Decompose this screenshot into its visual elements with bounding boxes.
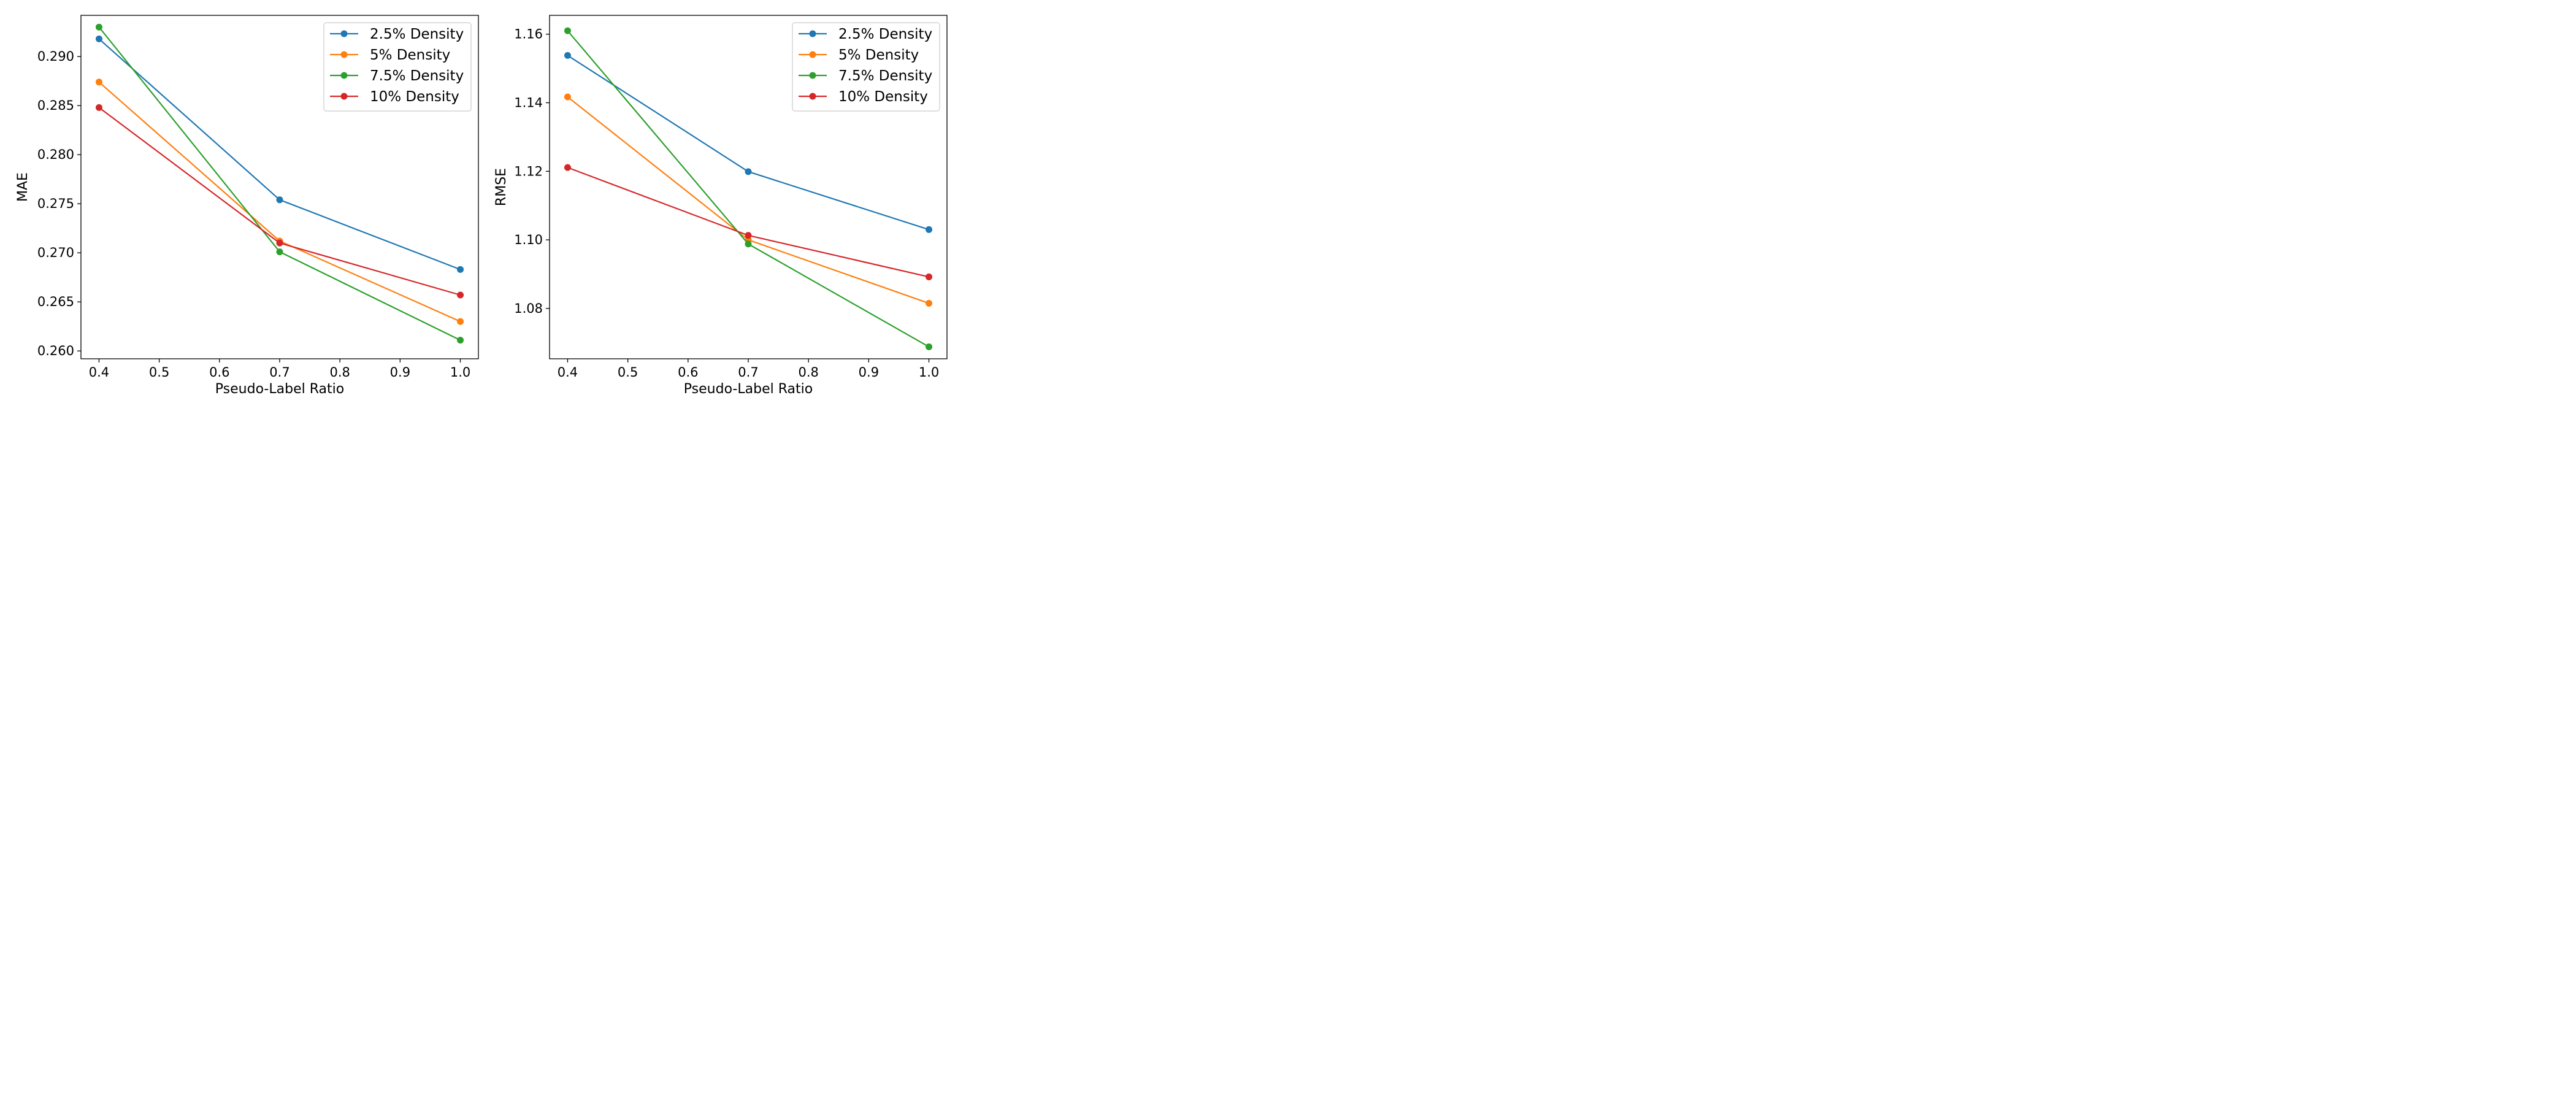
- mae-x-tick-label: 0.7: [269, 365, 289, 380]
- mae-series-5pct-density-point: [457, 318, 464, 325]
- rmse-series-2-5pct-density-point: [745, 168, 752, 175]
- rmse-series-7-5pct-density-point: [926, 343, 933, 350]
- rmse-legend-10pct-density-label: 10% Density: [838, 89, 928, 105]
- rmse-series-2-5pct-density-point: [926, 226, 933, 233]
- rmse-series-5pct-density-point: [926, 299, 933, 307]
- rmse-y-axis-label: RMSE: [494, 168, 509, 206]
- rmse-x-tick-label: 0.5: [618, 365, 638, 380]
- mae-series-2-5pct-density-point: [457, 266, 464, 273]
- mae-y-tick-label: 0.275: [37, 196, 74, 211]
- mae-series-10pct-density-point: [95, 104, 102, 111]
- rmse-legend-7-5pct-density-marker: [809, 72, 816, 79]
- mae-legend-box: [323, 22, 472, 112]
- mae-series-2-5pct-density-point: [276, 196, 283, 204]
- rmse-x-tick-label: 0.4: [558, 365, 578, 380]
- mae-y-tick-label: 0.280: [37, 147, 74, 162]
- chart-mae: 0.4 0.5 0.6 0.7 0.8 0.9 1.0 0.260 0.265 0.270 0.27…: [15, 15, 479, 397]
- mae-x-tick-label: 0.4: [89, 365, 109, 380]
- mae-series-10pct-density-point: [276, 239, 283, 247]
- mae-y-axis-label: MAE: [15, 172, 31, 202]
- mae-legend-10pct-density-label: 10% Density: [370, 89, 459, 105]
- mae-x-axis-label: Pseudo-Label Ratio: [215, 381, 344, 397]
- rmse-y-tick-label: 1.10: [514, 232, 543, 247]
- mae-y-tick-label: 0.270: [37, 245, 74, 260]
- rmse-x-axis-label: Pseudo-Label Ratio: [684, 381, 813, 397]
- mae-series-10pct-density-point: [457, 291, 464, 299]
- rmse-legend-2-5pct-density-marker: [809, 30, 816, 37]
- mae-series-7-5pct-density-point: [276, 248, 283, 256]
- rmse-legend-box: [792, 22, 940, 112]
- rmse-series-10pct-density-point: [745, 232, 752, 239]
- rmse-x-tick-label: 1.0: [919, 365, 939, 380]
- rmse-y-tick-label: 1.16: [514, 27, 543, 42]
- mae-y-tick-label: 0.290: [37, 49, 74, 64]
- rmse-x-tick-label: 0.9: [859, 365, 879, 380]
- rmse-legend-10pct-density-marker: [809, 93, 816, 100]
- mae-legend-10pct-density-marker: [340, 93, 348, 100]
- rmse-x-tick-label: 0.6: [678, 365, 698, 380]
- rmse-series-10pct-density-point: [926, 273, 933, 280]
- mae-series-7-5pct-density-point: [95, 23, 102, 31]
- rmse-x-tick-label: 0.7: [738, 365, 758, 380]
- mae-y-tick-label: 0.265: [37, 294, 74, 309]
- mae-legend-7-5pct-density-label: 7.5% Density: [370, 68, 464, 84]
- rmse-y-tick-label: 1.12: [514, 164, 543, 178]
- mae-x-tick-label: 0.5: [149, 365, 169, 380]
- mae-series-5pct-density-point: [95, 79, 102, 86]
- mae-series-7-5pct-density-point: [457, 337, 464, 344]
- mae-legend-7-5pct-density-marker: [340, 72, 348, 79]
- chart-rmse: 0.4 0.5 0.6 0.7 0.8 0.9 1.0 1.08 1.10 1.12 1.14 1.1…: [494, 15, 948, 397]
- mae-y-tick-label: 0.285: [37, 98, 74, 113]
- rmse-legend-7-5pct-density-label: 7.5% Density: [838, 68, 932, 84]
- rmse-series-10pct-density-line: [567, 167, 929, 278]
- rmse-x-tick-label: 0.8: [798, 365, 818, 380]
- mae-legend-2-5pct-density-marker: [340, 30, 348, 37]
- rmse-series-10pct-density-point: [564, 164, 571, 171]
- mae-legend-2-5pct-density-label: 2.5% Density: [370, 26, 464, 42]
- figure: 0.4 0.5 0.6 0.7 0.8 0.9 1.0 0.260 0.265 0.270 0.27…: [15, 15, 948, 397]
- rmse-series-7-5pct-density-point: [745, 240, 752, 248]
- mae-x-tick-label: 0.8: [329, 365, 350, 380]
- mae-x-tick-label: 0.6: [209, 365, 229, 380]
- rmse-y-tick-label: 1.14: [514, 96, 543, 110]
- mae-legend-5pct-density-label: 5% Density: [370, 47, 450, 63]
- rmse-y-tick-label: 1.08: [514, 301, 543, 316]
- rmse-legend-5pct-density-marker: [809, 51, 816, 58]
- mae-series-2-5pct-density-point: [95, 35, 102, 42]
- mae-x-tick-label: 1.0: [450, 365, 470, 380]
- rmse-series-2-5pct-density-point: [564, 52, 571, 59]
- rmse-legend-2-5pct-density-label: 2.5% Density: [838, 26, 932, 42]
- mae-legend-5pct-density-marker: [340, 51, 348, 58]
- rmse-series-7-5pct-density-point: [564, 27, 571, 34]
- rmse-legend-5pct-density-label: 5% Density: [838, 47, 919, 63]
- mae-y-tick-label: 0.260: [37, 343, 74, 358]
- mae-x-tick-label: 0.9: [390, 365, 410, 380]
- rmse-series-5pct-density-point: [564, 93, 571, 101]
- rmse-series-5pct-density-line: [567, 96, 929, 304]
